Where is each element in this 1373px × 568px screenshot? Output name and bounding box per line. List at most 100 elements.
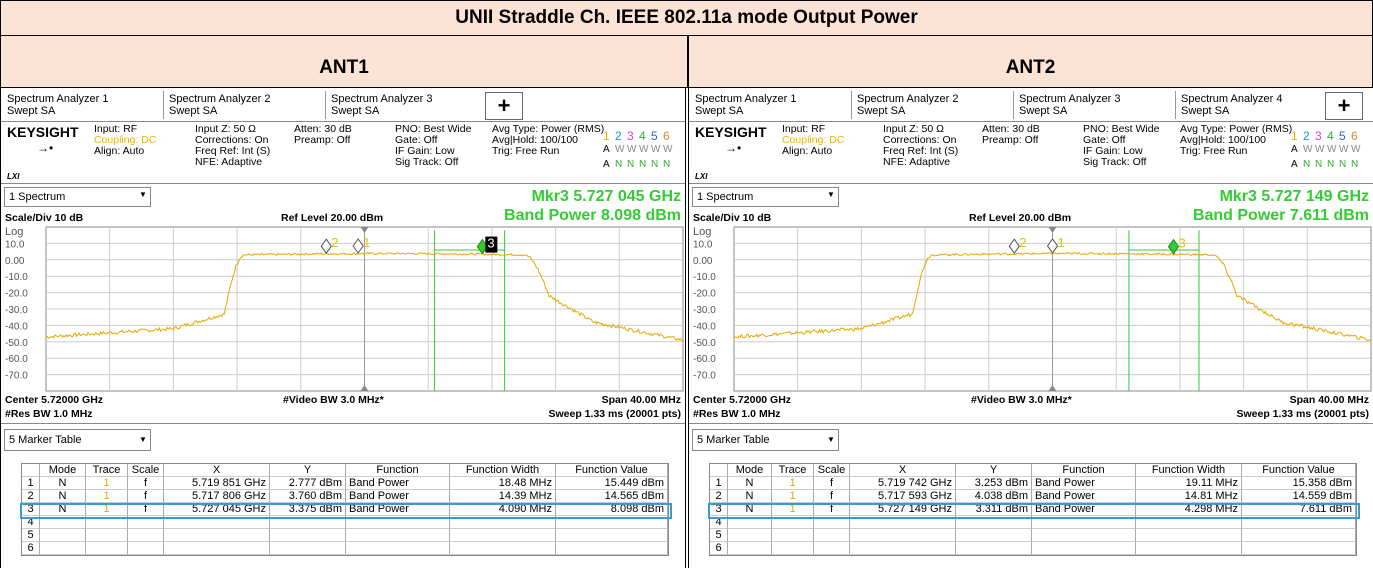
analyzer-tab[interactable]: Spectrum Analyzer 1 Swept SA bbox=[7, 91, 157, 121]
trace-status: W bbox=[1351, 144, 1361, 155]
table-cell: 15.358 dBm bbox=[1242, 477, 1356, 490]
column-header: Function Value bbox=[1242, 464, 1356, 477]
selected-row bbox=[708, 503, 1360, 519]
table-cell: 14.39 MHz bbox=[450, 490, 556, 503]
separator bbox=[689, 423, 1373, 424]
trace-status: W bbox=[663, 144, 673, 155]
y-tick-label: -50.0 bbox=[5, 338, 28, 349]
lxi-logo: LXI bbox=[695, 172, 708, 181]
table-cell: 4 bbox=[22, 516, 40, 529]
tab-name: Spectrum Analyzer 2 bbox=[169, 93, 271, 105]
y-tick-label: -40.0 bbox=[5, 321, 28, 332]
marker-diamond bbox=[352, 238, 364, 254]
table-cell bbox=[128, 529, 164, 542]
table-cell bbox=[814, 542, 850, 555]
tab-mode: Swept SA bbox=[331, 105, 380, 117]
table-cell bbox=[850, 542, 956, 555]
table-cell: 7.611 dBm bbox=[1242, 503, 1356, 516]
setting: Freq Ref: Int (S) bbox=[883, 145, 959, 157]
table-cell: 2.777 dBm bbox=[270, 477, 346, 490]
add-tab-button[interactable]: + bbox=[1325, 92, 1363, 120]
table-cell bbox=[728, 542, 772, 555]
table-cell: N bbox=[728, 503, 772, 516]
setting: Align: Auto bbox=[94, 145, 145, 157]
marker-label: 1 bbox=[363, 235, 370, 250]
table-cell bbox=[556, 542, 668, 555]
table-cell bbox=[956, 529, 1032, 542]
setting: Trig: Free Run bbox=[492, 145, 560, 157]
setting: Freq Ref: Int (S) bbox=[195, 145, 271, 157]
table-cell: f bbox=[128, 477, 164, 490]
table-cell bbox=[1242, 529, 1356, 542]
analyzer-tab[interactable]: Spectrum Analyzer 4 Swept SA bbox=[1181, 91, 1331, 121]
trace-status: N bbox=[663, 159, 671, 170]
trace-status: A bbox=[1291, 144, 1298, 155]
trace-status: A bbox=[603, 144, 610, 155]
table-dropdown[interactable]: 5 Marker Table bbox=[4, 429, 151, 451]
analyzer-tab[interactable]: Spectrum Analyzer 1 Swept SA bbox=[695, 91, 845, 121]
video-bw: #Video BW 3.0 MHz* bbox=[283, 394, 384, 406]
table-cell bbox=[270, 529, 346, 542]
table-cell bbox=[164, 516, 270, 529]
table-cell bbox=[850, 516, 956, 529]
center-marker-top bbox=[360, 227, 369, 233]
span: Span 40.00 MHz bbox=[601, 394, 681, 406]
table-cell: N bbox=[40, 503, 86, 516]
table-cell bbox=[728, 516, 772, 529]
table-cell: f bbox=[814, 503, 850, 516]
table-cell bbox=[1136, 542, 1242, 555]
table-cell bbox=[772, 529, 814, 542]
table-cell bbox=[164, 542, 270, 555]
analyzer-tab[interactable]: Spectrum Analyzer 3 Swept SA bbox=[331, 91, 481, 121]
view-dropdown[interactable]: 1 Spectrum bbox=[692, 187, 839, 207]
trace-status: 5 bbox=[651, 129, 658, 143]
table-cell bbox=[1242, 542, 1356, 555]
table-dropdown[interactable]: 5 Marker Table bbox=[692, 429, 839, 451]
table-cell: 5.717 593 GHz bbox=[850, 490, 956, 503]
table-cell bbox=[270, 542, 346, 555]
trace-status: W bbox=[1303, 144, 1313, 155]
analyzer-tab[interactable]: Spectrum Analyzer 2 Swept SA bbox=[857, 91, 1007, 121]
table-cell bbox=[450, 529, 556, 542]
table-cell: 5 bbox=[22, 529, 40, 542]
band-power-readout: Band Power 8.098 dBm bbox=[504, 207, 681, 224]
analyzer-tab[interactable]: Spectrum Analyzer 2 Swept SA bbox=[169, 91, 319, 121]
trace-status: N bbox=[1339, 159, 1347, 170]
y-tick-label: 10.0 bbox=[693, 239, 713, 250]
table-cell: 2 bbox=[22, 490, 40, 503]
center-freq: Center 5.72000 GHz bbox=[5, 394, 104, 406]
analyzer-tab[interactable]: Spectrum Analyzer 3 Swept SA bbox=[1019, 91, 1169, 121]
setting: Gate: Off bbox=[1083, 134, 1126, 146]
sweep: Sweep 1.33 ms (20001 pts) bbox=[1236, 408, 1370, 420]
table-cell bbox=[556, 516, 668, 529]
trace-status: 6 bbox=[663, 129, 670, 143]
table-cell bbox=[1136, 529, 1242, 542]
tab-name: Spectrum Analyzer 2 bbox=[857, 93, 959, 105]
view-dropdown[interactable]: 1 Spectrum bbox=[4, 187, 151, 207]
column-header: Function Width bbox=[1136, 464, 1242, 477]
center-freq: Center 5.72000 GHz bbox=[693, 394, 792, 406]
ref-level: Ref Level 20.00 dBm bbox=[281, 212, 384, 224]
table-cell: Band Power bbox=[1032, 503, 1136, 516]
trace-status: A bbox=[603, 159, 610, 170]
separator bbox=[1, 423, 685, 424]
trace-status: 4 bbox=[1327, 129, 1334, 143]
table-cell bbox=[728, 529, 772, 542]
table-cell: 4.038 dBm bbox=[956, 490, 1032, 503]
table-cell: 15.449 dBm bbox=[556, 477, 668, 490]
y-tick-label: -70.0 bbox=[693, 371, 716, 382]
column-header: Function Value bbox=[556, 464, 668, 477]
tab-name: Spectrum Analyzer 1 bbox=[695, 93, 797, 105]
add-tab-button[interactable]: + bbox=[485, 92, 523, 120]
table-cell: 19.11 MHz bbox=[1136, 477, 1242, 490]
table-cell bbox=[1242, 516, 1356, 529]
table-cell: 1 bbox=[22, 477, 40, 490]
band-power-readout: Band Power 7.611 dBm bbox=[1192, 207, 1369, 224]
table-cell bbox=[772, 516, 814, 529]
marker-diamond bbox=[1046, 238, 1059, 254]
lxi-logo: LXI bbox=[7, 172, 20, 181]
column-header: Trace bbox=[86, 464, 128, 477]
table-cell: Band Power bbox=[346, 490, 450, 503]
table-cell: 1 bbox=[772, 503, 814, 516]
